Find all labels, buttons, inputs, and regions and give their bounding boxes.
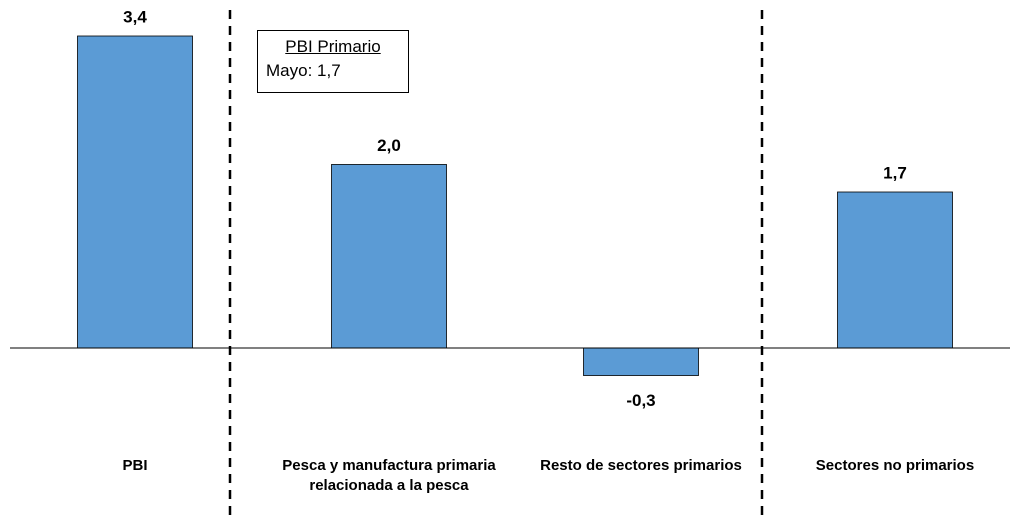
value-label: -0,3 [626,391,655,410]
bar [583,347,699,376]
bar [837,191,953,349]
category-label: Pesca y manufactura primaria relacionada… [282,457,496,494]
category-label: Sectores no primarios [815,457,975,474]
category-label: PBI [122,457,148,474]
annotation-title: PBI Primario [285,37,381,56]
category-label: Resto de sectores primarios [540,457,742,474]
annotation-text: Mayo: 1,7 [266,61,341,80]
bar [331,164,447,349]
value-label: 2,0 [377,136,401,155]
annotation: PBI Primario Mayo: 1,7 [257,30,409,93]
value-label: 1,7 [883,163,907,182]
value-label: 3,4 [123,7,147,26]
bar [77,35,193,349]
